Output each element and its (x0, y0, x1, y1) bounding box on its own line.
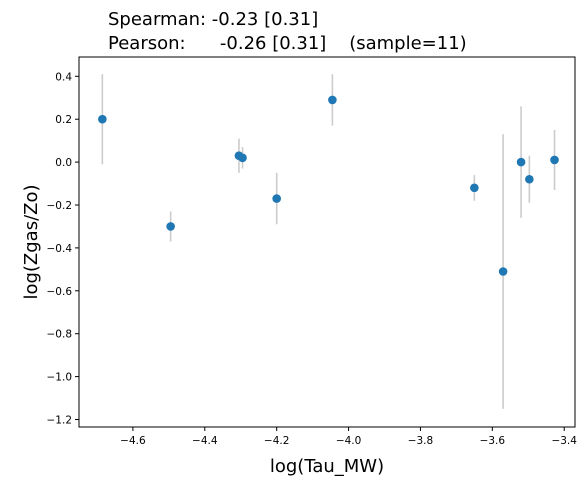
y-tick-label: 0.4 (55, 71, 72, 83)
data-point (550, 155, 559, 165)
y-tick-label: −0.6 (47, 286, 73, 298)
data-point (525, 174, 534, 184)
data-point (272, 194, 281, 203)
plot-frame (78, 56, 576, 428)
x-tick-label: −4.6 (120, 435, 146, 447)
title-line-spearman: Spearman: -0.23 [0.31] (108, 9, 318, 30)
x-tick-label: −3.6 (480, 435, 506, 447)
title-line-pearson: Pearson: -0.26 [0.31] (sample=11) (108, 33, 467, 54)
data-point (328, 95, 337, 105)
y-tick-label: −1.0 (47, 372, 73, 384)
x-tick-label: −3.8 (408, 435, 434, 447)
data-point (166, 222, 175, 231)
data-point (238, 153, 247, 163)
x-axis-label: log(Tau_MW) (270, 456, 384, 477)
y-tick-label: −1.2 (47, 414, 73, 426)
x-tick-label: −4.0 (336, 435, 362, 447)
x-tick-label: −3.4 (551, 435, 577, 447)
y-axis-label: log(Zgas/Zo) (21, 184, 42, 299)
data-point (98, 114, 107, 124)
y-tick-label: −0.8 (47, 329, 73, 341)
data-point (498, 267, 508, 276)
y-tick-label: −0.2 (47, 200, 73, 212)
data-point (516, 157, 526, 167)
x-tick-label: −4.4 (192, 435, 218, 447)
x-tick-label: −4.2 (264, 435, 290, 447)
y-tick-label: 0.2 (55, 114, 72, 126)
y-tick-label: −0.4 (47, 243, 73, 255)
y-tick-label: 0.0 (55, 157, 72, 169)
data-point (470, 183, 479, 193)
